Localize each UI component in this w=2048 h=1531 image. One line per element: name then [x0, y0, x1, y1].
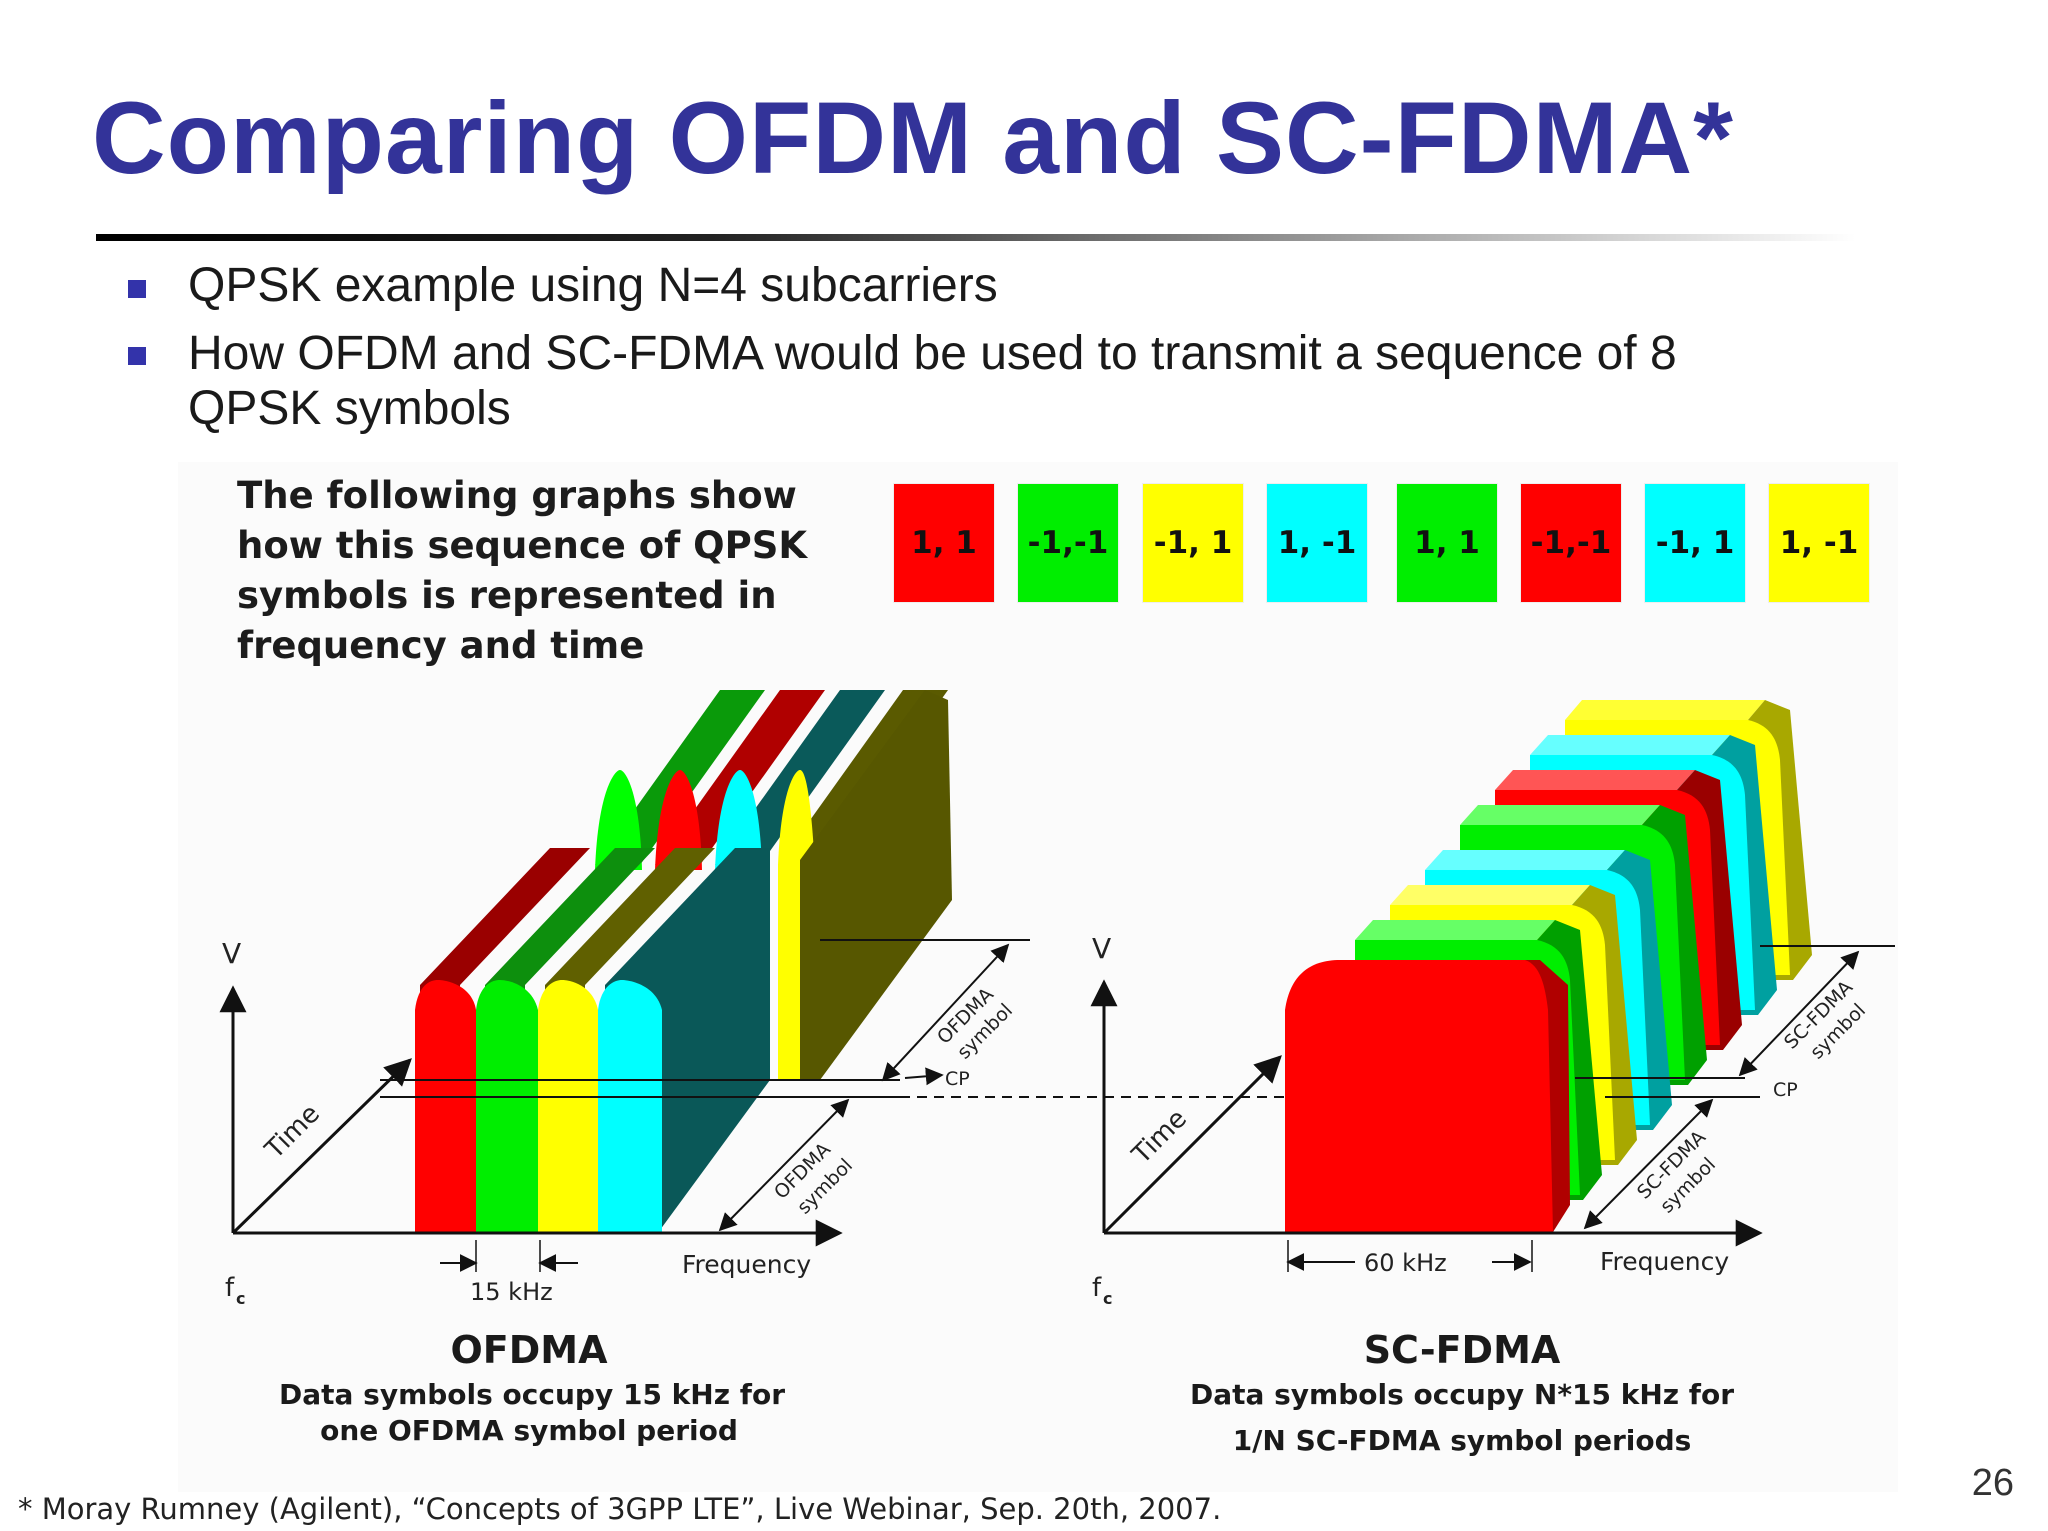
- scfdma-cp-label: CP: [1773, 1079, 1798, 1101]
- ofdma-v-label: V: [222, 937, 241, 970]
- scfdma-symbol-lower-arrow: [1583, 1098, 1714, 1230]
- symbol-box-6: -1,-1: [1521, 484, 1621, 602]
- bullet-1: QPSK example using N=4 subcarriers: [188, 259, 998, 312]
- figure-intro-line-3: symbols is represented in: [237, 574, 777, 617]
- scfdma-fc-label: f: [1092, 1273, 1102, 1303]
- ofdma-caption-title: OFDMA: [450, 1328, 608, 1372]
- footnote-citation: * Moray Rumney (Agilent), “Concepts of 3…: [18, 1492, 1222, 1526]
- ofdma-front-row: [415, 848, 770, 1232]
- scfdma-spacing-label: 60 kHz: [1364, 1249, 1447, 1277]
- figure-intro-line-1: The following graphs show: [237, 474, 797, 517]
- symbol-box-1: 1, 1: [894, 484, 994, 602]
- figure-intro-line-2: how this sequence of QPSK: [237, 524, 808, 567]
- symbol-box-5: 1, 1: [1397, 484, 1497, 602]
- scfdma-time-axis: [1102, 1055, 1282, 1235]
- page-number: 26: [1971, 1462, 2014, 1504]
- ofdma-symbol-upper-arrow: [881, 943, 1010, 1082]
- bullet-2: How OFDM and SC-FDMA would be used to tr…: [188, 327, 1677, 380]
- ofdma-fc-subscript: c: [236, 1289, 245, 1308]
- ofdma-back-hump-cyan: [715, 770, 762, 870]
- ofdma-front-hump-cyan: [598, 980, 662, 1232]
- bullet-2-continued: QPSK symbols: [188, 382, 511, 435]
- ofdma-frequency-label: Frequency: [682, 1250, 811, 1279]
- scfdma-diagram: V f c Time Frequency 60 kHz CP SC-FDMA s…: [1090, 700, 1895, 1308]
- scfdma-frequency-label: Frequency: [1600, 1247, 1729, 1276]
- ofdma-back-row: [595, 690, 952, 1080]
- scfdma-time-label: Time: [1126, 1104, 1193, 1171]
- symbol-box-3: -1, 1: [1143, 484, 1243, 602]
- ofdma-symbol-lower-arrow: [718, 1098, 850, 1232]
- bullet-square-icon: [128, 347, 146, 365]
- scfdma-slabs: [1285, 700, 1812, 1232]
- ofdma-back-hump-green: [595, 770, 642, 870]
- scfdma-v-label: V: [1092, 932, 1111, 965]
- scfdma-fc-subscript: c: [1103, 1289, 1112, 1308]
- bullet-square-icon: [128, 280, 146, 298]
- ofdma-caption-line-2: one OFDMA symbol period: [320, 1414, 738, 1447]
- symbol-box-8: 1, -1: [1769, 484, 1869, 602]
- ofdma-cp-label: CP: [945, 1068, 970, 1090]
- ofdma-front-hump-green: [476, 980, 538, 1232]
- symbol-box-2: -1,-1: [1018, 484, 1118, 602]
- symbol-box-7: -1, 1: [1645, 484, 1745, 602]
- ofdma-front-hump-yellow: [538, 980, 598, 1232]
- scfdma-caption-line-2: 1/N SC-FDMA symbol periods: [1232, 1424, 1692, 1457]
- scfdma-symbol-upper-arrow: [1738, 950, 1860, 1077]
- ofdma-caption-line-1: Data symbols occupy 15 kHz for: [279, 1378, 785, 1411]
- slide-title: Comparing OFDM and SC-FDMA*: [92, 81, 1734, 195]
- ofdma-diagram: V f c Time Frequency 15 kHz CP OFDMA sym…: [219, 690, 1290, 1308]
- title-underline: [96, 234, 1856, 241]
- ofdma-back-hump-red: [655, 770, 702, 870]
- figure-intro-line-4: frequency and time: [237, 624, 645, 667]
- ofdma-fc-label: f: [225, 1273, 235, 1303]
- ofdma-time-axis: [231, 1058, 412, 1235]
- scfdma-caption-title: SC-FDMA: [1363, 1328, 1561, 1372]
- symbol-box-4: 1, -1: [1267, 484, 1367, 602]
- ofdma-time-label: Time: [259, 1099, 326, 1166]
- scfdma-caption-line-1: Data symbols occupy N*15 kHz for: [1189, 1378, 1735, 1411]
- ofdma-front-hump-red: [415, 980, 476, 1232]
- ofdma-spacing-label: 15 kHz: [470, 1278, 553, 1306]
- scfdma-slab-1-red: [1285, 960, 1570, 1232]
